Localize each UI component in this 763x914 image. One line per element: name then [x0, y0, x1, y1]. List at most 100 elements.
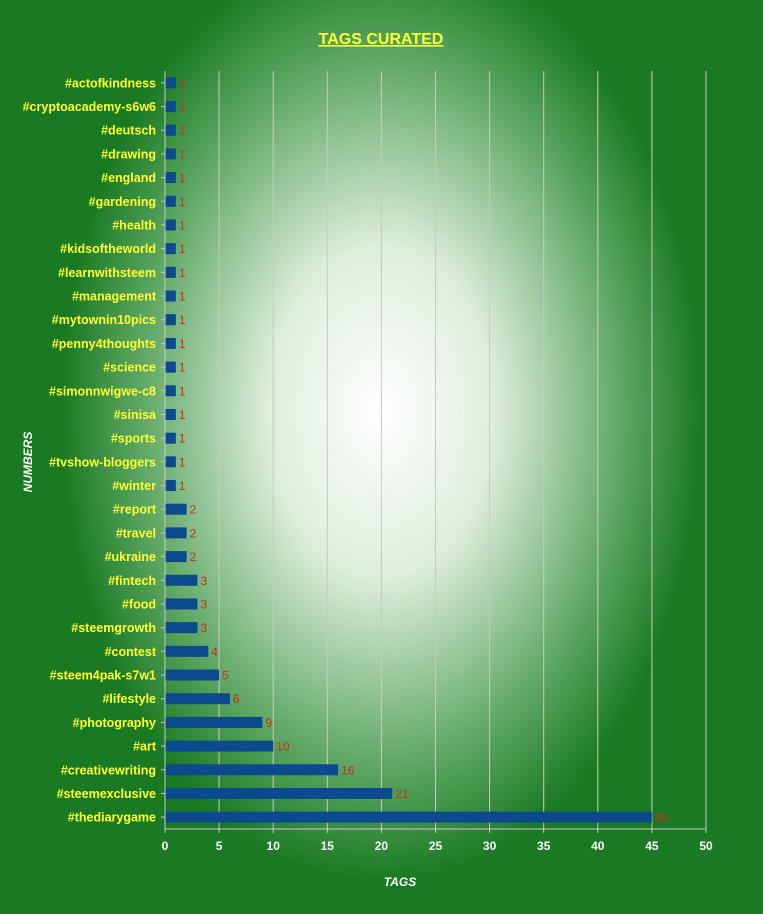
category-label: #sinisa	[114, 408, 157, 422]
category-label: #steemexclusive	[57, 787, 156, 801]
category-label: #art	[133, 740, 157, 754]
value-label: 1	[179, 218, 186, 232]
value-label: 3	[200, 574, 207, 588]
value-label: 2	[190, 503, 197, 517]
value-label: 3	[200, 621, 207, 635]
bar	[165, 669, 220, 681]
x-tick-label: 10	[267, 839, 281, 853]
bar	[165, 124, 176, 136]
bar	[165, 148, 176, 160]
value-label: 1	[179, 242, 186, 256]
category-label: #drawing	[101, 147, 156, 161]
value-label: 2	[190, 550, 197, 564]
bar	[165, 574, 198, 586]
bar	[165, 740, 274, 752]
x-tick-label: 40	[591, 839, 605, 853]
category-label: #penny4thoughts	[52, 337, 156, 351]
value-label: 9	[265, 716, 272, 730]
category-label: #kidsoftheworld	[60, 242, 156, 256]
value-label: 1	[179, 337, 186, 351]
bar	[165, 314, 176, 326]
category-label: #health	[112, 218, 156, 232]
category-label: #gardening	[89, 195, 156, 209]
value-label: 1	[179, 455, 186, 469]
x-tick-label: 30	[483, 839, 497, 853]
category-label: #learnwithsteem	[58, 266, 156, 280]
bar	[165, 101, 176, 113]
bar	[165, 551, 187, 563]
value-label: 1	[179, 408, 186, 422]
value-label: 21	[395, 787, 409, 801]
bar	[165, 480, 176, 492]
bars	[165, 77, 652, 823]
chart-title: TAGS CURATED	[319, 31, 444, 48]
value-label: 10	[276, 740, 290, 754]
category-label: #fintech	[108, 574, 156, 588]
bar	[165, 622, 198, 634]
value-label: 4	[211, 645, 218, 659]
value-label: 1	[179, 432, 186, 446]
bar	[165, 408, 176, 420]
category-label: #ukraine	[105, 550, 156, 564]
x-tick-label: 20	[375, 839, 389, 853]
x-tick-label: 25	[429, 839, 443, 853]
category-label: #deutsch	[101, 124, 156, 138]
x-tick-label: 50	[699, 839, 713, 853]
x-tick-label: 15	[321, 839, 335, 853]
category-label: #lifestyle	[102, 692, 156, 706]
category-label: #steemgrowth	[71, 621, 156, 635]
x-tick-label: 35	[537, 839, 551, 853]
bar	[165, 337, 176, 349]
bar	[165, 172, 176, 184]
y-axis-title: NUMBERS	[21, 432, 35, 493]
value-label: 1	[179, 147, 186, 161]
bar	[165, 432, 176, 444]
value-label: 6	[233, 692, 240, 706]
category-label: #contest	[105, 645, 157, 659]
category-label: #cryptoacademy-s6w6	[23, 100, 156, 114]
category-label: #report	[113, 503, 157, 517]
bar	[165, 266, 176, 278]
value-label: 45	[655, 811, 669, 825]
category-label: #creativewriting	[61, 763, 156, 777]
bar	[165, 645, 209, 657]
bar	[165, 385, 176, 397]
value-label: 1	[179, 479, 186, 493]
category-label: #thediarygame	[68, 811, 156, 825]
category-label: #food	[122, 597, 156, 611]
category-label: #tvshow-bloggers	[49, 455, 156, 469]
x-axis-title: TAGS	[384, 875, 416, 889]
category-label: #steem4pak-s7w1	[50, 669, 156, 683]
value-label: 1	[179, 313, 186, 327]
value-label: 3	[200, 597, 207, 611]
bar	[165, 195, 176, 207]
value-label: 1	[179, 384, 186, 398]
bar	[165, 716, 263, 728]
value-label: 16	[341, 763, 355, 777]
bar	[165, 456, 176, 468]
value-label: 1	[179, 290, 186, 304]
bar	[165, 77, 176, 89]
bar	[165, 764, 339, 776]
bar	[165, 811, 652, 823]
axes	[161, 71, 707, 833]
category-label: #sports	[111, 432, 156, 446]
bar	[165, 693, 230, 705]
category-label: #photography	[73, 716, 156, 730]
bar	[165, 243, 176, 255]
x-tick-label: 5	[216, 839, 223, 853]
bar	[165, 219, 176, 231]
category-label: #actofkindness	[65, 76, 156, 90]
category-label: #travel	[116, 526, 156, 540]
value-label: 2	[190, 526, 197, 540]
category-label: #winter	[112, 479, 156, 493]
labels: 0 5 10 15 20 25 30 35 40 45 50 #actofkindness 1 #cryp…	[23, 76, 713, 853]
category-label: #simonnwigwe-c8	[49, 384, 156, 398]
category-label: #mytownin10pics	[52, 313, 156, 327]
x-tick-label: 0	[162, 839, 169, 853]
x-tick-label: 45	[645, 839, 659, 853]
bar	[165, 787, 393, 799]
value-label: 1	[179, 76, 186, 90]
